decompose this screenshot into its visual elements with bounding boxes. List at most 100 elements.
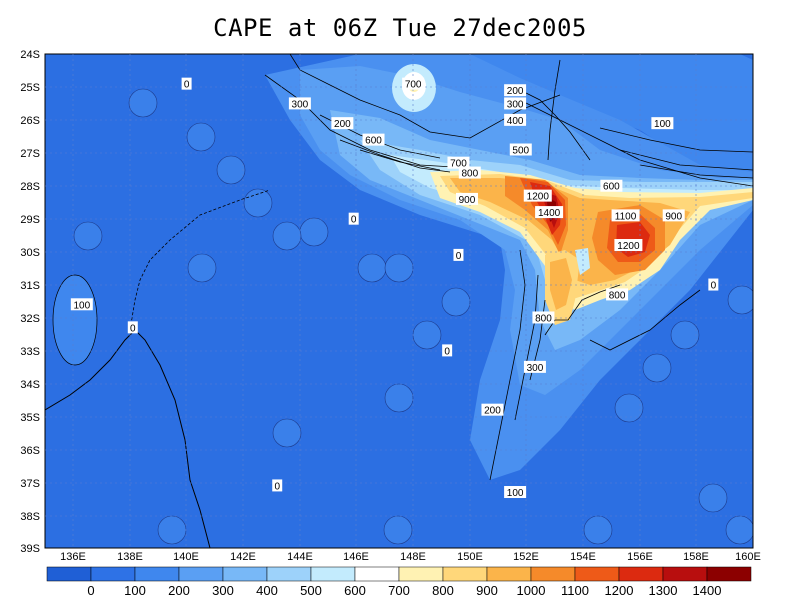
contour-label: 200 bbox=[507, 86, 524, 97]
lon-tick-label: 160E bbox=[735, 551, 761, 563]
contour-label-box bbox=[523, 360, 546, 373]
colorbar-label: 400 bbox=[256, 583, 278, 598]
contour-label-box bbox=[651, 117, 674, 130]
cape-field bbox=[45, 54, 753, 548]
lon-tick-label: 158E bbox=[683, 551, 709, 563]
lat-axis: 24S 25S 26S 27S 28S 29S 30S 31S 32S 33S … bbox=[20, 49, 40, 555]
lat-tick-label: 32S bbox=[20, 313, 40, 325]
colorbar-label: 200 bbox=[168, 583, 190, 598]
contour-label: 800 bbox=[535, 313, 552, 324]
contour-label: 400 bbox=[507, 116, 524, 127]
contour-label-box bbox=[272, 479, 283, 492]
contour-label-box bbox=[606, 288, 629, 301]
colorbar-swatch bbox=[222, 566, 268, 582]
contour-label-box bbox=[504, 113, 527, 126]
colorbar bbox=[46, 566, 752, 582]
low-cape-cells bbox=[73, 88, 753, 545]
lat-tick-label: 25S bbox=[20, 82, 40, 94]
contour-label-box bbox=[181, 77, 192, 90]
contour-label-box bbox=[442, 344, 453, 357]
colorbar-swatch bbox=[486, 566, 532, 582]
contour-label-box bbox=[509, 143, 532, 156]
contour-label: 100 bbox=[654, 119, 671, 130]
colorbar-label: 900 bbox=[476, 583, 498, 598]
colorbar-label: 600 bbox=[344, 583, 366, 598]
west-cape-lobe bbox=[52, 274, 98, 366]
lon-tick-label: 144E bbox=[287, 551, 313, 563]
contour-label-box bbox=[611, 209, 640, 222]
colorbar-swatch bbox=[618, 566, 664, 582]
contour-label: 0 bbox=[130, 323, 136, 334]
contour-label: 800 bbox=[461, 169, 478, 180]
contour-label: 0 bbox=[444, 346, 450, 357]
lon-tick-label: 146E bbox=[343, 551, 369, 563]
contour-label-box bbox=[331, 117, 354, 130]
colorbar-swatch bbox=[46, 566, 92, 582]
lon-tick-label: 148E bbox=[400, 551, 426, 563]
map-frame bbox=[44, 53, 754, 549]
contour-label-box bbox=[402, 77, 425, 90]
zero-contour bbox=[129, 189, 271, 331]
lat-tick-label: 26S bbox=[20, 115, 40, 127]
lon-tick-label: 156E bbox=[627, 551, 653, 563]
cape-band-100 bbox=[290, 54, 753, 175]
contour-label: 0 bbox=[456, 251, 462, 262]
contour-label: 900 bbox=[459, 195, 476, 206]
contour-label: 0 bbox=[274, 481, 280, 492]
contour-label-box bbox=[455, 192, 478, 205]
contour-label: 100 bbox=[507, 488, 524, 499]
contour-label-box bbox=[662, 209, 685, 222]
lon-tick-label: 150E bbox=[457, 551, 483, 563]
contour-label-box bbox=[708, 278, 719, 291]
colorbar-label: 700 bbox=[388, 583, 410, 598]
contour-label: 300 bbox=[507, 99, 524, 110]
contour-label-box bbox=[447, 156, 470, 169]
lat-tick-label: 24S bbox=[20, 49, 40, 61]
lat-tick-label: 36S bbox=[20, 445, 40, 457]
coastline bbox=[45, 329, 211, 548]
contour-label-box bbox=[348, 212, 359, 225]
lon-tick-label: 142E bbox=[230, 551, 256, 563]
colorbar-swatch bbox=[90, 566, 136, 582]
contour-label-box bbox=[504, 97, 527, 110]
graticule bbox=[45, 54, 753, 548]
lat-tick-label: 35S bbox=[20, 412, 40, 424]
colorbar-label: 1300 bbox=[648, 583, 678, 598]
contour-label-box bbox=[614, 239, 643, 252]
colorbar-label: 1000 bbox=[516, 583, 546, 598]
lon-tick-label: 154E bbox=[570, 551, 596, 563]
lat-tick-label: 30S bbox=[20, 247, 40, 259]
contour-label-box bbox=[504, 84, 527, 97]
contour-label: 0 bbox=[184, 80, 190, 91]
contour-label-box bbox=[535, 206, 564, 219]
contour-label: 700 bbox=[405, 80, 422, 91]
contour-label-box bbox=[504, 486, 527, 499]
lat-tick-label: 33S bbox=[20, 346, 40, 358]
colorbar-label: 500 bbox=[300, 583, 322, 598]
lon-tick-label: 140E bbox=[173, 551, 199, 563]
contour-label: 1200 bbox=[527, 192, 550, 203]
lon-tick-label: 136E bbox=[60, 551, 86, 563]
contour-label-box bbox=[523, 189, 552, 202]
lon-tick-label: 138E bbox=[117, 551, 143, 563]
contour-label: 100 bbox=[73, 300, 90, 311]
contour-label: 500 bbox=[512, 146, 529, 157]
colorbar-label: 100 bbox=[124, 583, 146, 598]
contour-label: 0 bbox=[711, 281, 717, 292]
contour-label: 200 bbox=[484, 406, 501, 417]
contour-label-box bbox=[70, 298, 93, 311]
contour-label: 700 bbox=[450, 159, 467, 170]
lon-axis: 136E 138E 140E 142E 144E 146E 148E 150E … bbox=[60, 551, 761, 563]
lat-tick-label: 37S bbox=[20, 478, 40, 490]
contour-label-box bbox=[600, 179, 623, 192]
lat-tick-label: 28S bbox=[20, 181, 40, 193]
contour-label: 1100 bbox=[615, 211, 637, 222]
colorbar-swatch bbox=[530, 566, 576, 582]
colorbar-swatch bbox=[398, 566, 444, 582]
contour-label-box bbox=[288, 97, 311, 110]
lat-tick-label: 27S bbox=[20, 148, 40, 160]
contour-label: 300 bbox=[292, 99, 309, 110]
lon-tick-label: 152E bbox=[513, 551, 539, 563]
contour-label-box bbox=[458, 166, 481, 179]
